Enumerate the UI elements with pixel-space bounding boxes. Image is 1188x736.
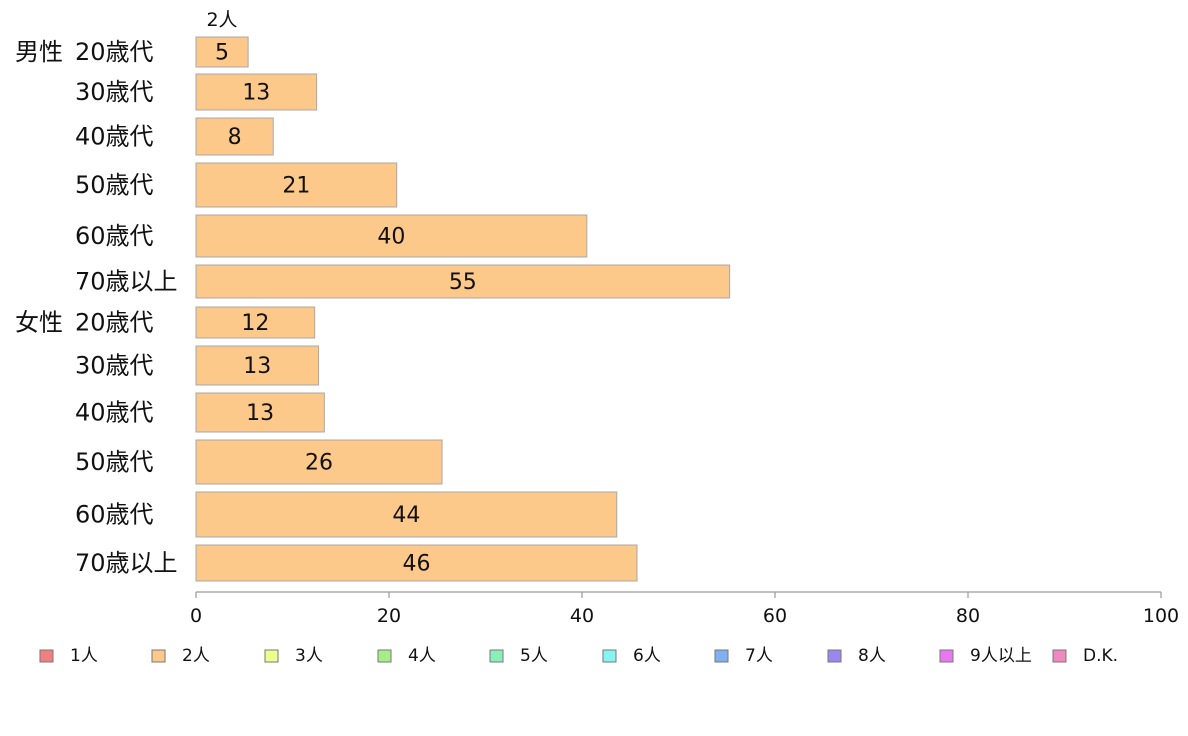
group-label: 男性: [15, 38, 63, 66]
bar-segment: [195, 214, 588, 258]
bar-segment: [195, 73, 318, 111]
legend-label: 3人: [295, 646, 323, 666]
category-label: 20歳代: [75, 309, 154, 337]
x-tick-label: 40: [570, 605, 594, 627]
legend: 1人 2人 3人 4人 5人 6人 7人 8人 9人以上 D.K.: [39, 646, 1118, 666]
bar-segment: [195, 117, 274, 156]
category-label: 70歳以上: [75, 268, 178, 296]
x-tick-label: 100: [1143, 605, 1179, 627]
series-header-label: 2人: [206, 9, 237, 31]
x-tick-label: 0: [190, 605, 202, 627]
legend-item: 9人以上: [939, 646, 1032, 666]
category-label: 60歳代: [75, 501, 154, 529]
category-label: 50歳代: [75, 448, 154, 476]
legend-label: D.K.: [1083, 646, 1118, 666]
category-label: 70歳以上: [75, 549, 178, 577]
legend-swatch: [602, 649, 617, 663]
legend-swatch: [1052, 649, 1067, 663]
category-label: 40歳代: [75, 399, 154, 427]
bar-segment: [195, 345, 320, 386]
bar-value-label: 8: [228, 125, 242, 150]
legend-label: 4人: [408, 646, 436, 666]
category-label: 30歳代: [75, 78, 154, 106]
legend-swatch: [489, 649, 504, 663]
legend-swatch: [151, 649, 166, 663]
legend-label: 2人: [182, 646, 210, 666]
bar-value-label: 44: [392, 503, 420, 528]
category-label: 50歳代: [75, 171, 154, 199]
bar-value-label: 26: [305, 451, 333, 476]
legend-swatch: [939, 649, 954, 663]
group-label: 女性: [15, 309, 63, 337]
category-label: 40歳代: [75, 123, 154, 151]
x-tick-label: 60: [763, 605, 787, 627]
legend-swatch: [264, 649, 279, 663]
bar-value-label: 21: [282, 174, 310, 199]
bar-value-label: 13: [243, 354, 271, 379]
legend-item: 5人: [489, 646, 548, 666]
bar-segment: [195, 544, 638, 582]
category-labels: 20歳代男性30歳代40歳代50歳代60歳代70歳以上20歳代女性30歳代40歳…: [15, 38, 178, 577]
legend-label: 1人: [70, 646, 98, 666]
category-label: 30歳代: [75, 352, 154, 380]
legend-swatch: [377, 649, 392, 663]
legend-label: 7人: [745, 646, 773, 666]
bar-value-label: 40: [377, 225, 405, 250]
legend-item: 3人: [264, 646, 323, 666]
bar-segment: [195, 264, 731, 299]
legend-item: 2人: [151, 646, 210, 666]
bar-value-label: 13: [242, 81, 270, 106]
bar-value-label: 46: [403, 552, 431, 577]
bar-segment: [195, 439, 443, 485]
bar-value-label: 55: [449, 270, 477, 295]
legend-swatch: [714, 649, 729, 663]
bar-value-label: 13: [246, 401, 274, 426]
legend-item: 8人: [827, 646, 886, 666]
x-tick-label: 20: [377, 605, 401, 627]
legend-item: 7人: [714, 646, 773, 666]
bar-segment: [195, 162, 398, 208]
category-label: 60歳代: [75, 222, 154, 250]
bar-segment: [195, 491, 618, 538]
legend-item: D.K.: [1052, 646, 1118, 666]
bar-segment: [195, 306, 316, 339]
legend-label: 5人: [520, 646, 548, 666]
x-tick-label: 80: [956, 605, 980, 627]
legend-item: 6人: [602, 646, 661, 666]
bar-value-label: 12: [241, 311, 269, 336]
bar-segment: [195, 392, 325, 433]
x-axis: 0 20 40 60 80 100: [190, 591, 1179, 627]
legend-label: 8人: [858, 646, 886, 666]
category-label: 20歳代: [75, 38, 154, 66]
legend-swatch: [827, 649, 842, 663]
legend-label: 6人: [633, 646, 661, 666]
legend-label: 9人以上: [970, 646, 1032, 666]
legend-item: 4人: [377, 646, 436, 666]
legend-swatch: [39, 649, 54, 663]
bar-segment: [195, 36, 249, 68]
bar-value-label: 5: [215, 41, 229, 66]
legend-item: 1人: [39, 646, 98, 666]
